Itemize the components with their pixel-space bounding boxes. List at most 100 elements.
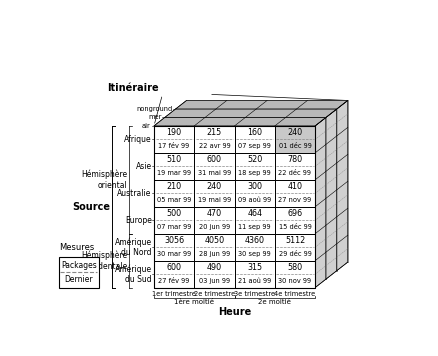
- Text: 780: 780: [287, 155, 303, 164]
- Text: 510: 510: [166, 155, 182, 164]
- Text: 464: 464: [247, 209, 262, 218]
- Text: 300: 300: [247, 182, 262, 191]
- Text: 4360: 4360: [245, 236, 265, 245]
- Text: 27 nov 99: 27 nov 99: [279, 197, 311, 203]
- Text: 190: 190: [166, 128, 182, 137]
- Text: Australie: Australie: [117, 189, 152, 198]
- Text: Dernier: Dernier: [64, 276, 93, 284]
- Polygon shape: [165, 109, 337, 117]
- Text: 30 sep 99: 30 sep 99: [238, 251, 271, 257]
- Text: 28 jun 99: 28 jun 99: [199, 251, 230, 257]
- Text: 29 déc 99: 29 déc 99: [279, 251, 311, 257]
- Bar: [275, 126, 315, 153]
- Bar: [235, 261, 275, 288]
- Text: 240: 240: [207, 182, 222, 191]
- Bar: [59, 257, 99, 288]
- Text: 315: 315: [247, 263, 262, 272]
- Text: 490: 490: [207, 263, 222, 272]
- Text: 19 mar 99: 19 mar 99: [157, 170, 191, 176]
- Text: 27 fév 99: 27 fév 99: [159, 278, 190, 284]
- Bar: [235, 180, 275, 207]
- Text: 21 aoû 99: 21 aoû 99: [238, 278, 271, 284]
- Bar: [275, 261, 315, 288]
- Bar: [194, 180, 235, 207]
- Bar: [194, 234, 235, 261]
- Polygon shape: [154, 117, 326, 126]
- Bar: [176, 109, 337, 271]
- Polygon shape: [315, 117, 326, 288]
- Bar: [275, 207, 315, 234]
- Bar: [275, 234, 315, 261]
- Text: ground: ground: [244, 100, 268, 106]
- Bar: [235, 153, 275, 180]
- Text: 1er trimestre: 1er trimestre: [152, 292, 196, 297]
- Text: 18 sep 99: 18 sep 99: [238, 170, 271, 176]
- Text: 215: 215: [207, 128, 222, 137]
- Text: 500: 500: [166, 209, 182, 218]
- Text: 3e trimestre: 3e trimestre: [234, 292, 275, 297]
- Bar: [194, 126, 235, 153]
- Text: 520: 520: [247, 155, 262, 164]
- Text: 03 jun 99: 03 jun 99: [199, 278, 230, 284]
- Text: mer: mer: [148, 114, 162, 120]
- Bar: [235, 234, 275, 261]
- Text: nonground: nonground: [136, 106, 173, 112]
- Text: 696: 696: [287, 209, 303, 218]
- Text: Amérique
du Nord: Amérique du Nord: [114, 237, 152, 257]
- Bar: [275, 180, 315, 207]
- Text: Mesures: Mesures: [59, 243, 94, 252]
- Text: 210: 210: [166, 182, 182, 191]
- Text: 20 jun 99: 20 jun 99: [199, 224, 230, 230]
- Text: 19 mai 99: 19 mai 99: [198, 197, 231, 203]
- Text: 600: 600: [207, 155, 222, 164]
- Text: Asie: Asie: [135, 162, 152, 171]
- Text: Europe: Europe: [125, 216, 152, 225]
- Text: 30 mar 99: 30 mar 99: [157, 251, 191, 257]
- Bar: [187, 100, 348, 262]
- Text: 410: 410: [287, 182, 303, 191]
- Bar: [154, 126, 194, 153]
- Bar: [275, 153, 315, 180]
- Text: 11 sep 99: 11 sep 99: [238, 224, 271, 230]
- Bar: [154, 261, 194, 288]
- Text: Afrique: Afrique: [124, 135, 152, 144]
- Polygon shape: [176, 100, 348, 109]
- Text: 30 nov 99: 30 nov 99: [279, 278, 311, 284]
- Text: 1ère moitié: 1ère moitié: [174, 299, 214, 305]
- Polygon shape: [326, 109, 337, 279]
- Text: 470: 470: [207, 209, 222, 218]
- Text: 600: 600: [166, 263, 182, 272]
- Text: 4e trimestre: 4e trimestre: [274, 292, 316, 297]
- Bar: [165, 117, 326, 279]
- Bar: [235, 126, 275, 153]
- Text: route: route: [237, 108, 254, 114]
- Text: 160: 160: [247, 128, 262, 137]
- Bar: [154, 180, 194, 207]
- Text: 3056: 3056: [164, 236, 184, 245]
- Text: 4050: 4050: [205, 236, 224, 245]
- Bar: [235, 207, 275, 234]
- Text: 15 déc 99: 15 déc 99: [279, 224, 311, 230]
- Bar: [194, 207, 235, 234]
- Text: 05 mar 99: 05 mar 99: [157, 197, 191, 203]
- Text: Packages: Packages: [61, 261, 97, 270]
- Text: 22 déc 99: 22 déc 99: [279, 170, 311, 176]
- Text: 5112: 5112: [285, 236, 305, 245]
- Text: Hémisphère
oriental: Hémisphère oriental: [81, 170, 127, 190]
- Text: air: air: [142, 123, 151, 129]
- Polygon shape: [337, 100, 348, 271]
- Text: 17 fév 99: 17 fév 99: [159, 143, 190, 149]
- Text: 2e moitié: 2e moitié: [258, 299, 291, 305]
- Text: 01 déc 99: 01 déc 99: [279, 143, 311, 149]
- Text: Amérique
du Sud: Amérique du Sud: [114, 264, 152, 284]
- Bar: [194, 153, 235, 180]
- Bar: [154, 234, 194, 261]
- Bar: [154, 126, 315, 288]
- Text: 07 sep 99: 07 sep 99: [238, 143, 271, 149]
- Bar: [154, 153, 194, 180]
- Bar: [154, 207, 194, 234]
- Text: 31 mai 99: 31 mai 99: [198, 170, 231, 176]
- Text: Heure: Heure: [218, 307, 251, 317]
- Text: Hémisphère
occidentale: Hémisphère occidentale: [81, 251, 127, 271]
- Text: 09 aoû 99: 09 aoû 99: [238, 197, 271, 203]
